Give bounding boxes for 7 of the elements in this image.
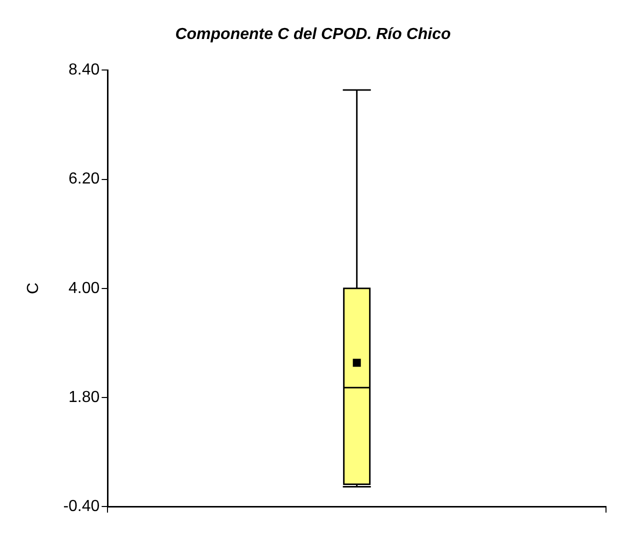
- y-tick-label: 4.00: [68, 280, 100, 297]
- y-axis-title: C: [25, 282, 42, 294]
- y-tick-label: 6.20: [68, 170, 100, 188]
- chart-title: Componente C del CPOD. Río Chico: [175, 26, 452, 44]
- y-tick-label: 1.80: [68, 388, 100, 406]
- y-tick-label: 8.40: [68, 62, 100, 79]
- y-tick-label: -0.40: [63, 498, 100, 516]
